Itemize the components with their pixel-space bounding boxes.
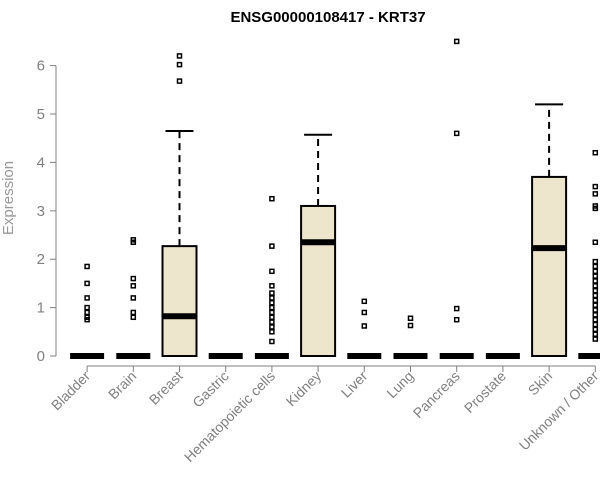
x-tick-label: Unknown / Other — [516, 368, 600, 454]
box-hematopoietic-cells — [254, 195, 289, 359]
box-breast — [161, 53, 198, 357]
outlier-point — [269, 268, 275, 275]
outlier-point — [84, 309, 90, 316]
outlier-point — [84, 314, 90, 321]
outlier-point — [269, 319, 275, 325]
outlier-point — [130, 309, 137, 316]
outlier-point — [592, 239, 599, 246]
box-unknown-other — [578, 149, 600, 359]
outlier-point — [361, 323, 368, 329]
y-axis-label: Expression — [0, 161, 17, 235]
box-bladder — [70, 263, 105, 359]
outlier-point — [453, 38, 460, 45]
outlier-point — [592, 268, 599, 275]
outlier-point — [592, 316, 599, 323]
outlier-point — [130, 283, 137, 289]
y-tick-label: 6 — [37, 58, 45, 75]
outlier-point — [84, 263, 90, 270]
box-kidney — [300, 133, 337, 357]
outlier-point — [592, 263, 599, 270]
outlier-point — [407, 315, 414, 321]
outlier-point — [269, 243, 275, 249]
outlier-point — [592, 297, 599, 304]
outlier-point — [453, 316, 460, 323]
box-body — [300, 204, 337, 357]
outlier-point — [269, 283, 275, 289]
outlier-point — [269, 304, 275, 311]
outlier-point — [592, 149, 599, 156]
outlier-point — [269, 290, 275, 296]
outlier-point — [84, 295, 90, 301]
outlier-point — [130, 275, 137, 282]
y-tick-label: 5 — [37, 106, 45, 123]
outlier-point — [269, 314, 275, 321]
outlier-point — [361, 298, 368, 305]
outlier-point — [84, 304, 90, 311]
outlier-point — [130, 237, 137, 243]
outlier-point — [592, 331, 599, 337]
box-skin — [531, 103, 568, 357]
x-tick-label: Liver — [338, 368, 371, 401]
outlier-point — [592, 191, 599, 197]
outlier-point — [592, 312, 599, 318]
chart-title: ENSG00000108417 - KRT37 — [230, 9, 425, 26]
outlier-point — [592, 258, 599, 265]
outlier-point — [592, 203, 599, 209]
y-tick-label: 2 — [37, 251, 45, 268]
box-brain — [116, 237, 151, 359]
outlier-point — [592, 273, 599, 279]
outlier-point — [176, 61, 183, 68]
box-body — [161, 245, 198, 357]
outlier-point — [592, 287, 599, 294]
x-tick-label: Skin — [525, 368, 556, 399]
outlier-point — [269, 324, 275, 330]
outlier-point — [592, 278, 599, 284]
box-lung — [393, 315, 428, 359]
x-tick-label: Lung — [383, 368, 416, 401]
outlier-point — [269, 300, 275, 306]
boxes-layer — [70, 38, 600, 359]
x-tick-label: Hematopoietic cells — [181, 368, 278, 465]
outlier-point — [269, 195, 275, 202]
x-tick-label: Pancreas — [410, 368, 463, 421]
outlier-point — [592, 307, 599, 313]
x-tick-label: Kidney — [283, 368, 325, 410]
y-tick-label: 1 — [37, 300, 45, 317]
outlier-point — [130, 314, 137, 321]
x-tick-label: Brain — [105, 368, 139, 402]
outlier-point — [130, 295, 137, 301]
outlier-point — [176, 78, 183, 84]
outlier-point — [269, 329, 275, 335]
outlier-point — [592, 292, 599, 299]
y-tick-label: 3 — [37, 203, 45, 220]
box-body — [531, 175, 568, 357]
box-liver — [347, 298, 382, 359]
outlier-point — [269, 295, 275, 301]
outlier-point — [453, 305, 460, 312]
outlier-point — [269, 338, 275, 345]
outlier-point — [176, 53, 183, 59]
outlier-point — [592, 336, 599, 342]
y-tick-label: 4 — [37, 154, 45, 171]
x-tick-label: Gastric — [189, 368, 232, 411]
outlier-point — [453, 130, 460, 137]
outlier-point — [361, 309, 368, 316]
outlier-point — [269, 309, 275, 316]
outlier-point — [407, 322, 414, 329]
x-tick-label: Breast — [146, 368, 186, 408]
box-pancreas — [439, 38, 474, 359]
outlier-point — [592, 302, 599, 308]
outlier-point — [592, 183, 599, 190]
outlier-point — [592, 321, 599, 328]
outlier-point — [592, 326, 599, 333]
y-tick-label: 0 — [37, 348, 45, 365]
outlier-point — [592, 283, 599, 289]
outlier-point — [84, 280, 90, 287]
y-axis: 0 1 2 3 4 5 6 — [37, 58, 57, 365]
x-tick-label: Bladder — [48, 368, 94, 414]
x-tick-label: Prostate — [461, 368, 509, 416]
